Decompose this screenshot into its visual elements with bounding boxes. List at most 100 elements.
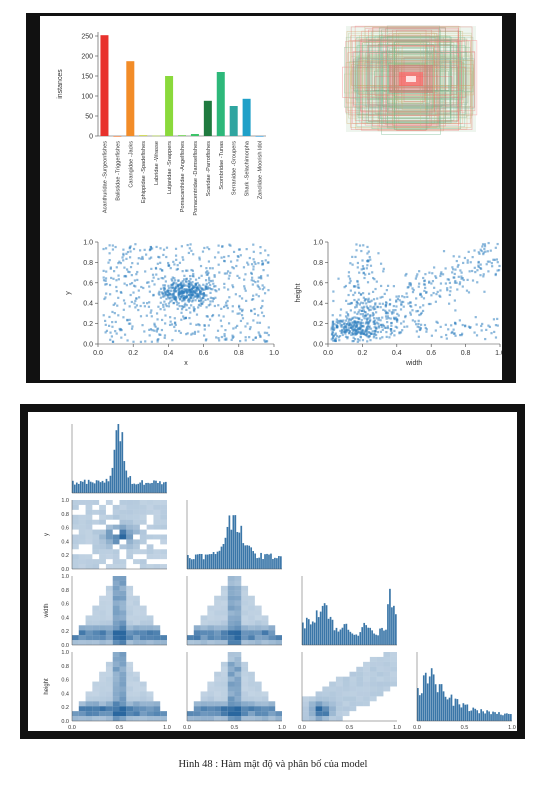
xy-point bbox=[238, 276, 241, 280]
wh-point bbox=[452, 332, 456, 335]
wh-point bbox=[354, 306, 357, 309]
xy-point bbox=[238, 304, 241, 308]
bar-y-tick-label: 0 bbox=[89, 134, 93, 141]
xy-point bbox=[172, 293, 175, 296]
xy-point bbox=[170, 283, 173, 287]
wh-point bbox=[379, 319, 382, 322]
wh-point bbox=[379, 330, 382, 333]
wh-point bbox=[432, 291, 435, 295]
wh-point bbox=[409, 284, 412, 287]
xy-point bbox=[239, 254, 242, 257]
xy-point bbox=[163, 287, 166, 291]
heatmap-cell bbox=[72, 519, 79, 525]
heatmap-cell bbox=[92, 544, 100, 550]
xy-point bbox=[251, 276, 254, 279]
xy-point bbox=[109, 267, 112, 270]
wh-point bbox=[390, 324, 393, 327]
wh-point bbox=[355, 324, 358, 328]
wh-point bbox=[361, 329, 364, 332]
wh-point bbox=[351, 327, 354, 330]
heatmap-cell bbox=[99, 509, 106, 515]
wh-point bbox=[455, 281, 458, 284]
wh-point bbox=[433, 266, 436, 269]
heatmap-cell bbox=[85, 554, 93, 560]
xy-point bbox=[163, 300, 166, 303]
xy-point bbox=[194, 295, 197, 298]
heatmap-cell bbox=[139, 534, 147, 540]
pair-y-tick-label: 0.0 bbox=[61, 643, 69, 649]
xy-point bbox=[198, 296, 202, 299]
xy-point bbox=[252, 258, 255, 261]
wh-point bbox=[398, 332, 401, 335]
bar-y-tick-label: 200 bbox=[81, 54, 93, 61]
heatmap-cell bbox=[85, 706, 93, 712]
xy-point bbox=[130, 327, 134, 330]
wh-point bbox=[372, 276, 375, 280]
wh-point bbox=[363, 310, 366, 314]
diag-hist-bar bbox=[147, 482, 149, 493]
xy-point bbox=[168, 323, 172, 327]
heatmap-cell bbox=[105, 630, 113, 636]
heatmap-cell bbox=[220, 686, 228, 692]
xy-point bbox=[182, 282, 185, 285]
diag-hist-bar bbox=[359, 632, 362, 645]
wh-point bbox=[384, 304, 387, 307]
heatmap-cell bbox=[220, 610, 228, 616]
xy-point bbox=[153, 283, 156, 286]
xy-point bbox=[190, 249, 193, 252]
wh-point bbox=[412, 288, 415, 292]
xy-point bbox=[201, 250, 205, 253]
wh-point bbox=[366, 264, 369, 267]
xy-point bbox=[193, 330, 197, 334]
heatmap-cell bbox=[234, 716, 242, 721]
wh-point bbox=[416, 273, 419, 276]
xy-point bbox=[135, 297, 138, 300]
diag-hist-bar bbox=[434, 684, 437, 721]
xy-point bbox=[188, 316, 191, 320]
heatmap-cell bbox=[99, 615, 106, 621]
heatmap-cell bbox=[220, 605, 228, 611]
heatmap-cell bbox=[133, 691, 140, 697]
xy-point bbox=[184, 288, 187, 291]
xy-point bbox=[141, 255, 144, 259]
xy-point bbox=[164, 280, 167, 283]
wh-point bbox=[406, 325, 409, 328]
xy-point bbox=[178, 290, 181, 293]
xy-point bbox=[151, 329, 154, 332]
wh-point bbox=[347, 275, 350, 278]
wh-point bbox=[422, 276, 425, 280]
xy-point bbox=[104, 319, 107, 322]
heatmap-cell bbox=[153, 514, 161, 520]
wh-point bbox=[341, 333, 344, 337]
heatmap-cell bbox=[376, 676, 384, 682]
wh-point bbox=[375, 280, 378, 283]
heatmap-cell bbox=[200, 615, 208, 621]
xy-point bbox=[224, 329, 227, 332]
heatmap-cell bbox=[78, 524, 86, 530]
wh-point bbox=[372, 336, 375, 339]
xy-point bbox=[239, 308, 242, 311]
xy-point bbox=[200, 302, 204, 306]
box-outline bbox=[362, 57, 459, 97]
wh-point bbox=[347, 321, 350, 324]
wh-point bbox=[390, 328, 393, 331]
box-outline bbox=[374, 35, 451, 114]
xy-point bbox=[160, 318, 164, 322]
xy-point bbox=[205, 267, 208, 270]
xy-point bbox=[257, 285, 260, 289]
wh-point bbox=[369, 264, 373, 267]
heatmap-cell bbox=[133, 640, 140, 645]
xy-point bbox=[207, 271, 210, 274]
diag-hist-bar bbox=[488, 711, 490, 721]
wh-point bbox=[343, 324, 347, 328]
wh-point bbox=[331, 325, 334, 328]
heatmap-cell bbox=[241, 701, 249, 707]
xy-point bbox=[202, 292, 205, 295]
pair-y-axis-title: height bbox=[44, 678, 50, 695]
heatmap-cell bbox=[234, 681, 242, 687]
heatmap-cell bbox=[105, 539, 113, 545]
wh-point bbox=[424, 286, 427, 289]
xy-point bbox=[261, 260, 264, 263]
heatmap-cell bbox=[220, 681, 228, 687]
heatmap-cell bbox=[275, 716, 282, 721]
